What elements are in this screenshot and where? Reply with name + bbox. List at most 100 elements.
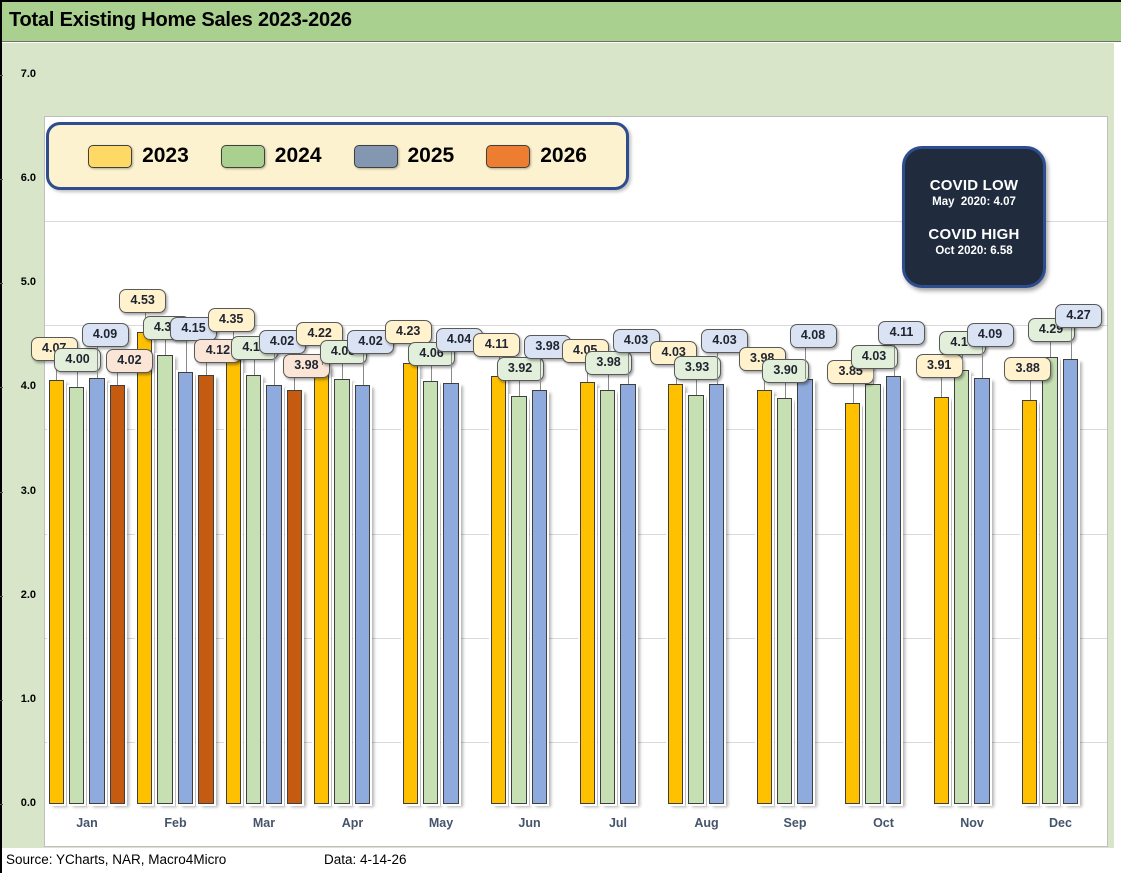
legend-item-2024: 2024 — [220, 144, 322, 168]
y-axis-tick — [0, 804, 3, 805]
bar-2025-sep — [797, 379, 813, 804]
x-axis-label-sep: Sep — [783, 816, 807, 830]
label-leader-line — [961, 354, 963, 370]
label-leader-line — [539, 358, 541, 390]
label-leader-line — [852, 384, 854, 404]
label-leader-line — [117, 373, 119, 386]
covid-low-value: May 2020: 4.07 — [932, 196, 1016, 208]
footer-bar: Source: YCharts, NAR, Macro4Micro Data: … — [2, 848, 1121, 873]
covid-annotation-box: COVID LOW May 2020: 4.07 COVID HIGH Oct … — [902, 146, 1046, 288]
x-axis-label-apr: Apr — [341, 816, 364, 830]
covid-low-title: COVID LOW — [929, 177, 1019, 194]
y-axis-label: 4.0 — [20, 380, 36, 392]
bar-2023-oct — [845, 403, 861, 804]
label-leader-line — [784, 382, 786, 398]
bar-2024-nov — [953, 369, 970, 804]
bar-2023-mar — [225, 350, 241, 804]
y-axis-tick — [0, 492, 3, 493]
y-axis-label: 3.0 — [20, 485, 36, 497]
bar-2025-mar — [266, 385, 282, 804]
gridline — [45, 429, 1107, 430]
data-label-2026-jan: 4.02 — [105, 349, 153, 374]
legend-item-2026: 2026 — [486, 144, 587, 168]
legend-swatch-2024 — [220, 144, 265, 168]
legend-swatch-2023 — [88, 144, 133, 168]
y-axis-label: 5.0 — [20, 276, 36, 288]
label-leader-line — [873, 369, 875, 385]
y-axis-label: 1.0 — [20, 693, 36, 705]
legend-swatch-2026 — [486, 144, 531, 168]
bar-2025-aug — [708, 384, 725, 804]
x-axis-label-oct: Oct — [873, 816, 894, 830]
covid-high-value: Oct 2020: 6.58 — [935, 245, 1013, 257]
legend-item-2023: 2023 — [88, 144, 189, 168]
title-banner: Total Existing Home Sales 2023-2026 — [2, 2, 1121, 42]
gridline — [45, 534, 1107, 535]
data-label-2024-oct: 4.03 — [850, 345, 898, 370]
x-axis-label-feb: Feb — [164, 816, 187, 830]
bar-2023-feb — [137, 332, 153, 804]
gridline — [45, 221, 1107, 222]
label-leader-line — [362, 354, 364, 386]
bar-2025-apr — [354, 385, 371, 804]
label-leader-line — [982, 347, 983, 379]
label-leader-line — [893, 344, 895, 376]
x-axis-label-dec: Dec — [1049, 816, 1072, 830]
data-label-2025-nov: 4.09 — [966, 323, 1014, 348]
bar-2023-jan — [48, 380, 64, 804]
legend-label-2026: 2026 — [540, 144, 587, 167]
label-leader-line — [253, 359, 255, 375]
data-label-2023-may: 4.23 — [384, 320, 432, 345]
legend-label-2024: 2024 — [274, 144, 322, 167]
data-label-2023-jun: 4.11 — [473, 332, 521, 357]
bar-2023-nov — [933, 396, 949, 804]
bar-2023-aug — [668, 384, 684, 804]
label-leader-line — [185, 340, 187, 372]
label-leader-line — [607, 374, 609, 390]
bar-2024-jun — [511, 395, 527, 804]
bar-2026-jan — [109, 385, 126, 804]
bar-2025-feb — [177, 371, 194, 804]
bar-2024-feb — [157, 355, 173, 804]
label-leader-line — [342, 364, 344, 380]
y-axis-label: 2.0 — [20, 589, 36, 601]
legend-label-2023: 2023 — [142, 144, 189, 167]
bar-2023-apr — [314, 364, 330, 804]
data-label-2024-sep: 3.90 — [762, 358, 810, 383]
bar-2023-jun — [491, 375, 507, 804]
x-axis-label-jul: Jul — [608, 816, 628, 830]
source-text: Source: YCharts, NAR, Macro4Micro — [6, 852, 227, 867]
x-axis-label-aug: Aug — [694, 816, 719, 830]
label-leader-line — [294, 377, 296, 390]
label-leader-line — [165, 340, 167, 356]
label-leader-line — [696, 379, 698, 395]
x-axis-label-nov: Nov — [960, 816, 984, 830]
bar-2025-jan — [89, 378, 105, 804]
bar-2024-sep — [776, 397, 793, 804]
data-label-2025-jan: 4.09 — [81, 323, 129, 348]
data-label-2023-dec: 3.88 — [1004, 356, 1052, 381]
label-leader-line — [205, 362, 207, 375]
bar-2026-feb — [198, 374, 214, 804]
legend-swatch-2025 — [353, 144, 398, 168]
data-label-2023-feb: 4.53 — [119, 289, 167, 314]
bar-2024-apr — [334, 379, 350, 804]
bar-2023-dec — [1022, 399, 1038, 804]
label-leader-line — [451, 352, 452, 384]
label-leader-line — [628, 353, 629, 385]
bar-2023-sep — [756, 389, 772, 804]
bar-2025-jul — [620, 384, 636, 804]
y-axis-tick — [0, 179, 3, 180]
gridline — [45, 638, 1107, 639]
data-label-2024-may: 4.06 — [408, 342, 456, 367]
y-axis-tick — [0, 596, 3, 597]
y-axis-label: 0.0 — [20, 797, 36, 809]
data-label-2025-oct: 4.11 — [878, 320, 925, 345]
label-leader-line — [519, 380, 521, 396]
y-axis-tick — [0, 283, 3, 284]
data-label-2023-mar: 4.35 — [207, 307, 255, 332]
data-label-2025-sep: 4.08 — [789, 324, 837, 349]
gridline — [45, 742, 1107, 743]
label-leader-line — [430, 366, 432, 382]
bar-2026-mar — [286, 389, 303, 804]
